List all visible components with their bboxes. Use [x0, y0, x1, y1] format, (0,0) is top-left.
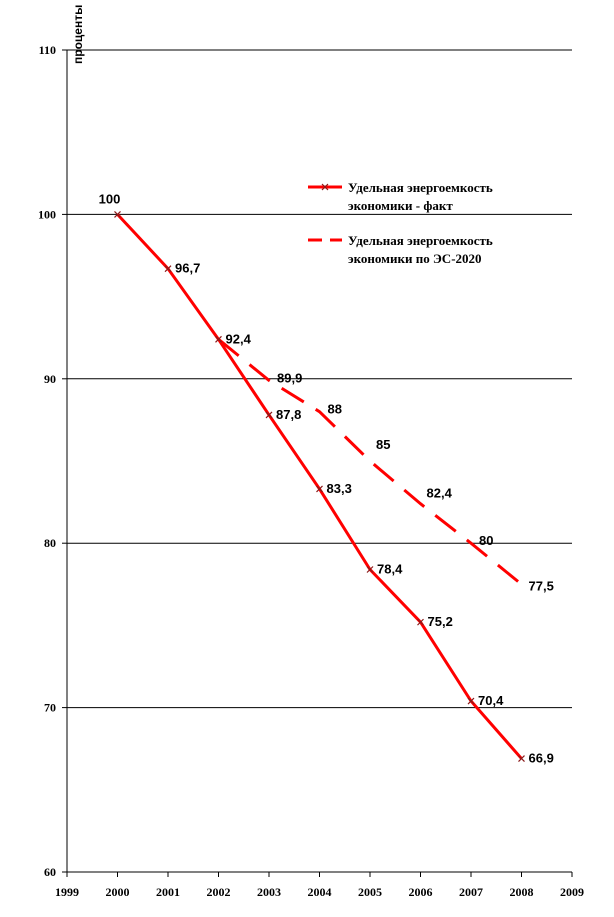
- data-label-fact-2008: 66,9: [529, 751, 554, 766]
- data-label-plan-2004: 88: [328, 402, 342, 417]
- legend-label-fact-line-2: экономики - факт: [348, 198, 453, 213]
- fact-marker-2001: [164, 265, 172, 273]
- x-tick-label-1999: 1999: [55, 885, 79, 899]
- data-label-fact-2001: 96,7: [175, 261, 200, 276]
- y-axis-label: проценты: [71, 5, 85, 64]
- legend-label-plan-line-2: экономики по ЭС-2020: [348, 251, 482, 266]
- y-tick-label-70: 70: [44, 701, 56, 715]
- data-label-fact-2004: 83,3: [327, 481, 352, 496]
- data-label-plan-2005: 85: [376, 437, 390, 452]
- data-label-fact-2002: 92,4: [226, 331, 252, 346]
- data-label-plan-2006: 82,4: [427, 486, 453, 501]
- legend-marker-fact: [321, 183, 329, 191]
- x-tick-label-2002: 2002: [207, 885, 231, 899]
- fact-marker-2000: [114, 210, 121, 218]
- data-label-plan-2007: 80: [479, 533, 493, 548]
- legend: Удельная энергоемкость экономики - факт Уд…: [308, 180, 493, 266]
- fact-marker-2008: [518, 755, 525, 762]
- tick-labels: 60 70 80 90 100 110 1999 2000 2001 2002 2003 2004 20…: [38, 43, 584, 899]
- y-tick-label-90: 90: [44, 372, 56, 386]
- data-label-fact-2006: 75,2: [428, 614, 453, 629]
- x-tick-label-2004: 2004: [308, 885, 332, 899]
- y-tick-label-110: 110: [39, 43, 56, 57]
- axes: [62, 49, 573, 877]
- x-tick-label-2008: 2008: [510, 885, 534, 899]
- data-label-fact-2005: 78,4: [377, 562, 403, 577]
- x-tick-label-2003: 2003: [257, 885, 281, 899]
- x-tick-label-2000: 2000: [106, 885, 130, 899]
- series-lines: [114, 210, 525, 762]
- y-tick-label-80: 80: [44, 536, 56, 550]
- fact-marker-2007: [467, 697, 475, 705]
- gridlines: [67, 49, 572, 709]
- fact-marker-2002: [215, 335, 222, 343]
- fact-marker-2003: [265, 411, 273, 419]
- data-label-fact-2007: 70,4: [478, 693, 504, 708]
- x-tick-label-2001: 2001: [156, 885, 180, 899]
- fact-marker-2004: [316, 485, 323, 493]
- x-tick-label-2009: 2009: [560, 885, 584, 899]
- fact-marker-2006: [417, 618, 424, 626]
- data-label-plan-2003: 89,9: [277, 370, 302, 385]
- x-tick-label-2007: 2007: [459, 885, 483, 899]
- data-label-plan-2008: 77,5: [529, 578, 554, 593]
- fact-marker-2005: [366, 566, 374, 573]
- data-label-fact-2003: 87,8: [276, 407, 301, 422]
- series-plan-line: [217, 338, 523, 586]
- data-labels: 100 96,7 92,4 87,8 83,3 78,4 75,2 70,4 66,9 89,9 8…: [99, 191, 554, 765]
- legend-label-fact-line-1: Удельная энергоемкость: [348, 180, 493, 195]
- legend-label-plan-line-1: Удельная энергоемкость: [348, 233, 493, 248]
- x-tick-label-2006: 2006: [409, 885, 433, 899]
- data-label-fact-2000: 100: [99, 191, 121, 206]
- y-tick-label-60: 60: [44, 865, 56, 879]
- x-tick-label-2005: 2005: [358, 885, 382, 899]
- series-fact-line: [116, 213, 523, 760]
- y-tick-label-100: 100: [38, 207, 56, 221]
